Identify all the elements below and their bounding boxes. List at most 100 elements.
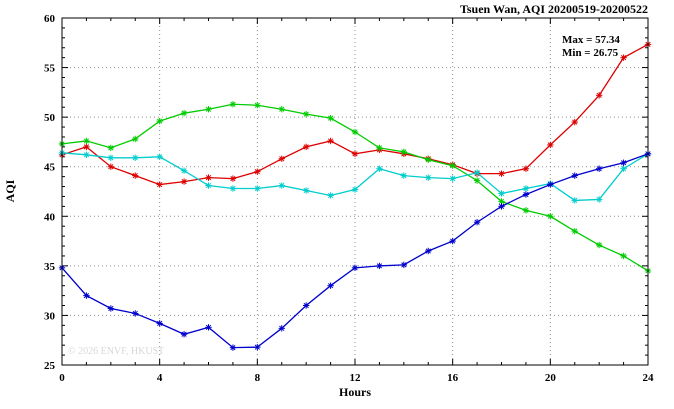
point-marker-green [571, 227, 578, 235]
point-marker-blue [205, 324, 212, 331]
point-marker-red [522, 165, 530, 172]
x-tick-label: 8 [255, 372, 261, 384]
point-marker-green [156, 117, 163, 125]
series-cyan [58, 149, 652, 204]
point-marker-red [229, 175, 237, 182]
point-marker-green [595, 241, 603, 249]
point-marker-green [302, 110, 310, 118]
point-marker-red [83, 143, 90, 151]
point-marker-blue [278, 325, 285, 332]
point-marker-green [522, 207, 530, 214]
point-marker-red [278, 155, 285, 162]
x-axis-label: Hours [339, 385, 371, 399]
point-marker-blue [449, 237, 456, 245]
point-marker-cyan [351, 186, 359, 193]
point-marker-green [425, 156, 432, 163]
point-marker-green [278, 106, 285, 113]
y-tick-label: 25 [44, 360, 56, 372]
point-marker-cyan [107, 154, 115, 161]
watermark-text: © 2026 ENVF, HKUST [68, 346, 164, 357]
x-tick-label: 24 [643, 372, 655, 384]
point-marker-blue [498, 203, 505, 210]
point-marker-red [180, 178, 188, 185]
point-marker-cyan [376, 165, 383, 172]
point-marker-green [547, 213, 554, 220]
point-marker-cyan [83, 151, 90, 159]
x-tick-label: 16 [447, 372, 459, 384]
point-marker-green [473, 177, 481, 184]
point-marker-red [351, 150, 359, 158]
point-marker-green [229, 101, 237, 108]
point-marker-red [254, 168, 261, 175]
point-marker-blue [107, 305, 115, 312]
point-marker-cyan [425, 174, 432, 181]
x-tick-label: 0 [59, 372, 65, 384]
point-marker-cyan [473, 169, 481, 176]
point-marker-cyan [132, 154, 139, 161]
x-tick-label: 20 [545, 372, 557, 384]
point-marker-green [254, 102, 261, 109]
point-marker-red [571, 118, 578, 126]
point-marker-blue [376, 262, 383, 270]
point-marker-green [83, 137, 90, 145]
y-tick-label: 50 [44, 112, 56, 124]
max-annotation: Max = 57.34 [562, 34, 620, 46]
point-marker-blue [156, 320, 163, 327]
point-marker-blue [571, 172, 578, 179]
point-marker-green [400, 148, 408, 156]
point-marker-blue [302, 302, 310, 309]
point-marker-cyan [400, 172, 408, 179]
y-tick-label: 55 [44, 63, 56, 75]
point-marker-blue [522, 191, 530, 198]
point-marker-blue [254, 343, 261, 351]
point-marker-cyan [498, 190, 505, 197]
y-axis-label: AQI [3, 179, 17, 202]
point-marker-red [498, 170, 505, 177]
point-marker-green [351, 128, 359, 136]
point-marker-green [205, 106, 212, 113]
point-marker-red [107, 163, 115, 170]
point-marker-cyan [595, 196, 603, 203]
point-marker-cyan [302, 187, 310, 194]
point-marker-green [449, 162, 456, 169]
point-marker-cyan [278, 182, 285, 189]
point-marker-blue [327, 282, 334, 289]
point-marker-cyan [229, 185, 237, 192]
point-marker-red [620, 54, 627, 61]
y-tick-label: 30 [44, 310, 56, 322]
chart-title: Tsuen Wan, AQI 20200519-20200522 [460, 2, 648, 16]
point-marker-red [595, 92, 603, 99]
point-marker-blue [400, 261, 408, 269]
point-marker-cyan [449, 175, 456, 182]
point-marker-cyan [327, 192, 334, 199]
plot-border [61, 17, 649, 366]
x-tick-label: 12 [350, 372, 362, 384]
point-marker-blue [351, 264, 359, 272]
y-tick-label: 40 [44, 211, 56, 223]
point-marker-green [107, 144, 115, 152]
point-marker-blue [473, 219, 481, 226]
point-marker-red [327, 137, 334, 145]
point-marker-red [205, 174, 212, 181]
y-tick-label: 45 [44, 162, 56, 174]
point-marker-blue [180, 331, 188, 338]
point-marker-green [132, 135, 139, 143]
point-marker-red [132, 172, 139, 179]
y-tick-label: 35 [44, 261, 56, 273]
point-marker-cyan [156, 153, 163, 160]
point-marker-red [547, 141, 554, 149]
point-marker-cyan [180, 167, 188, 174]
y-tick-label: 60 [44, 13, 56, 25]
point-marker-green [327, 114, 334, 122]
point-marker-blue [229, 344, 237, 351]
series-green [58, 101, 652, 275]
point-marker-green [620, 252, 627, 260]
point-marker-green [180, 109, 188, 117]
point-marker-red [302, 143, 310, 151]
point-marker-red [156, 181, 163, 188]
point-marker-blue [547, 181, 554, 188]
min-annotation: Min = 26.75 [562, 47, 619, 59]
point-marker-blue [83, 292, 90, 299]
